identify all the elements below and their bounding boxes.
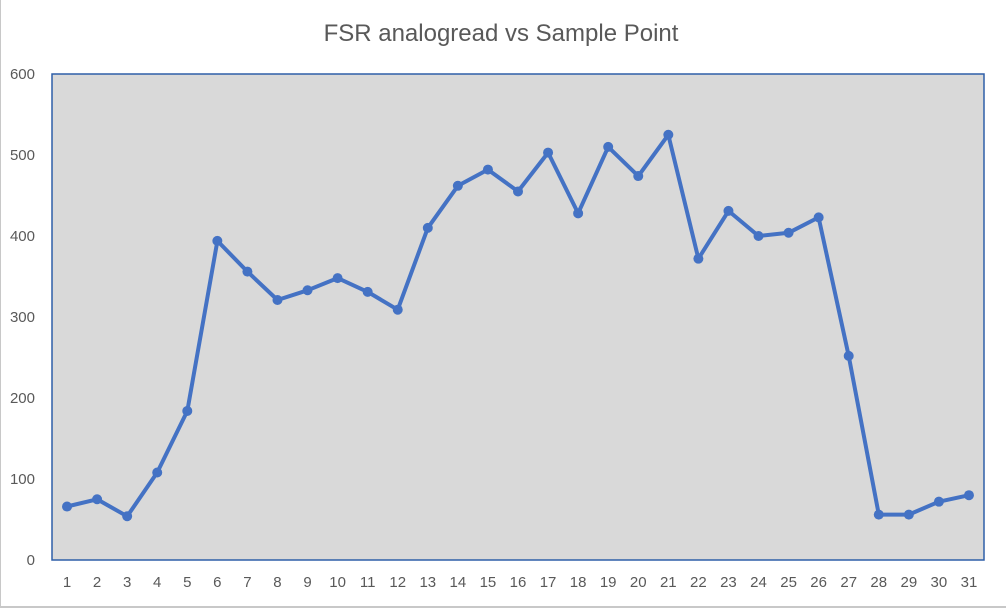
x-tick-label: 3 <box>123 574 131 591</box>
data-point <box>783 227 794 238</box>
data-point <box>92 494 103 505</box>
data-point <box>332 273 343 284</box>
x-tick-label: 25 <box>780 574 797 591</box>
data-points <box>62 129 974 522</box>
y-tick-label: 100 <box>10 471 35 488</box>
data-point <box>933 496 944 507</box>
data-point <box>513 186 523 197</box>
x-tick-label: 15 <box>480 574 497 591</box>
data-point <box>212 235 223 246</box>
data-point <box>242 266 253 277</box>
chart-title: FSR analogread vs Sample Point <box>324 20 679 47</box>
x-tick-label: 26 <box>810 574 827 591</box>
x-tick-label: 17 <box>540 574 557 591</box>
x-tick-label: 23 <box>720 574 737 591</box>
data-point <box>903 509 914 520</box>
x-tick-label: 2 <box>93 574 101 591</box>
x-tick-label: 7 <box>243 574 251 591</box>
data-point <box>663 129 674 140</box>
data-point <box>272 294 283 305</box>
data-point <box>122 511 133 522</box>
data-point <box>422 222 433 233</box>
x-tick-label: 16 <box>510 574 527 591</box>
x-tick-label: 20 <box>630 574 647 591</box>
data-point <box>813 212 824 223</box>
x-tick-label: 31 <box>961 574 978 591</box>
data-point <box>753 231 764 241</box>
x-tick-label: 8 <box>273 574 281 591</box>
x-tick-label: 5 <box>183 574 191 591</box>
data-point <box>693 253 704 264</box>
data-point <box>843 350 854 361</box>
y-tick-label: 0 <box>27 552 35 569</box>
x-axis: 1 2 3 4 5 6 7 8 9 10 11 12 13 14 15 16 17 18 19 20 21 22 23 24 2… <box>63 574 977 591</box>
data-point <box>392 304 403 315</box>
x-tick-label: 28 <box>870 574 887 591</box>
data-point <box>482 164 493 175</box>
x-tick-label: 19 <box>600 574 617 591</box>
data-point <box>152 467 163 478</box>
x-tick-label: 11 <box>360 574 376 591</box>
data-point <box>723 205 734 216</box>
x-tick-label: 18 <box>570 574 587 591</box>
data-point <box>603 141 614 152</box>
x-tick-label: 12 <box>389 574 406 591</box>
x-tick-label: 30 <box>931 574 948 591</box>
plot-area <box>51 73 985 561</box>
data-point <box>963 490 974 501</box>
x-tick-label: 22 <box>690 574 707 591</box>
x-tick-label: 21 <box>660 574 677 591</box>
y-tick-label: 200 <box>10 390 35 407</box>
y-tick-label: 400 <box>10 228 35 245</box>
x-tick-label: 6 <box>213 574 221 591</box>
data-point <box>62 501 73 512</box>
y-tick-label: 600 <box>10 66 35 83</box>
data-point <box>362 286 373 297</box>
x-tick-label: 27 <box>840 574 857 591</box>
data-point <box>452 180 463 191</box>
y-tick-label: 500 <box>10 147 35 164</box>
x-tick-label: 13 <box>419 574 436 591</box>
data-point <box>873 509 884 520</box>
y-axis: 0 100 200 300 400 500 600 <box>10 66 35 569</box>
x-tick-label: 10 <box>329 574 346 591</box>
data-point <box>182 405 193 416</box>
data-point <box>302 285 313 296</box>
data-point <box>573 208 584 219</box>
x-tick-label: 4 <box>153 574 161 591</box>
data-point <box>633 171 644 182</box>
x-tick-label: 24 <box>750 574 767 591</box>
y-tick-label: 300 <box>10 309 35 326</box>
x-tick-label: 29 <box>900 574 917 591</box>
x-tick-label: 1 <box>63 574 71 591</box>
data-point <box>543 147 554 158</box>
x-tick-label: 9 <box>303 574 311 591</box>
x-tick-label: 14 <box>450 574 467 591</box>
